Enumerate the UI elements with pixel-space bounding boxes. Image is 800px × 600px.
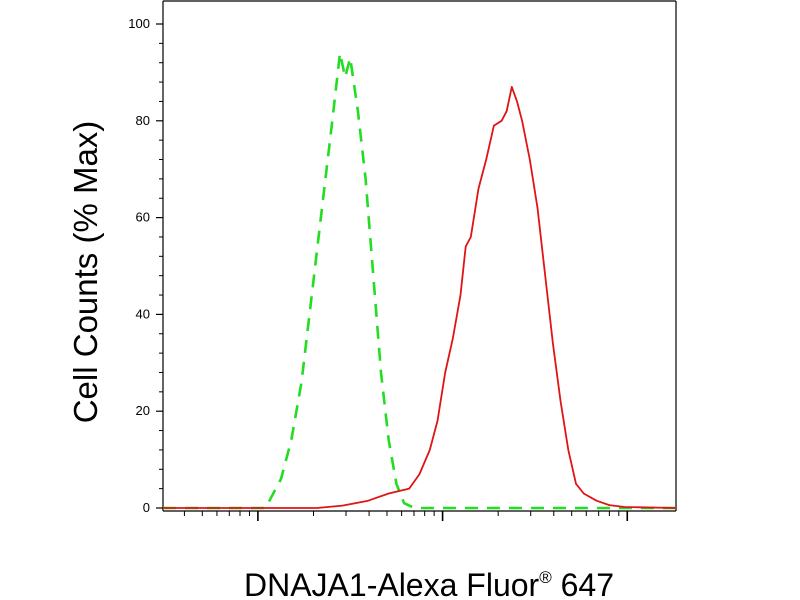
x-axis-title: DNAJA1-Alexa Fluor® 647 [244,567,614,600]
y-axis-title: Cell Counts (% Max) [67,121,104,424]
y-tick-label: 20 [136,403,150,418]
x-axis-title-suffix: 647 [552,567,614,600]
x-axis-title-registered-mark: ® [539,568,552,587]
histogram-series [163,51,677,510]
y-tick-label: 80 [136,113,150,128]
y-tick-label: 0 [143,500,150,515]
y-tick-label: 60 [136,210,150,225]
control-histogram-line [163,51,676,510]
x-axis-ticks [183,511,629,521]
x-axis-title-main: DNAJA1-Alexa Fluor [244,567,540,600]
y-axis-ticks: 0 20 40 60 80 100 [128,16,163,515]
y-tick-label: 40 [136,306,150,321]
dnaja1-histogram-line [163,86,677,509]
y-tick-label: 100 [128,16,150,31]
